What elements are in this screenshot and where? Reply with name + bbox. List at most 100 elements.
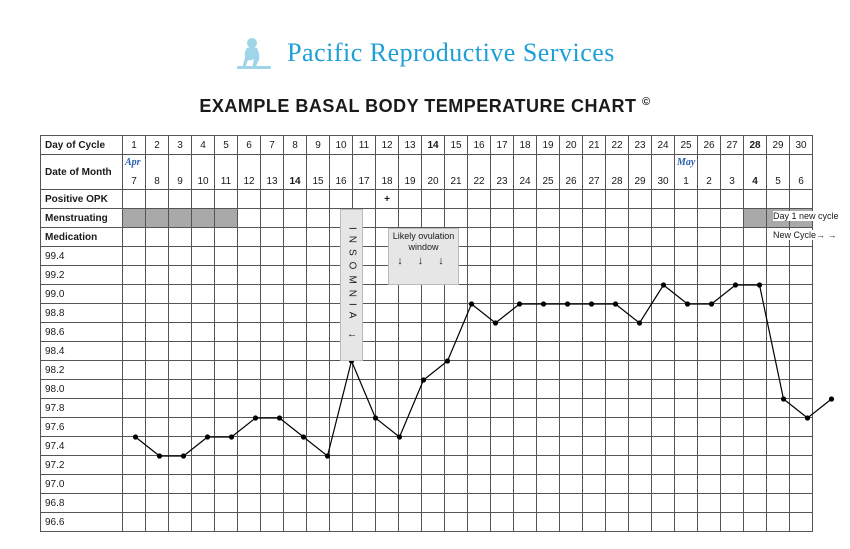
temp-cell — [721, 418, 744, 437]
temp-cell — [123, 323, 146, 342]
day-of-cycle-cell: 19 — [537, 136, 560, 155]
temp-cell — [790, 456, 813, 475]
temp-cell — [606, 494, 629, 513]
temp-cell — [790, 380, 813, 399]
temp-cell — [583, 475, 606, 494]
page-title: EXAMPLE BASAL BODY TEMPERATURE CHART © — [0, 96, 850, 117]
medication-cell — [353, 228, 376, 247]
temp-cell — [146, 247, 169, 266]
temp-cell — [330, 304, 353, 323]
temp-cell — [560, 285, 583, 304]
opk-cell — [767, 190, 790, 209]
temp-cell — [238, 399, 261, 418]
temp-cell — [307, 380, 330, 399]
temp-cell — [192, 399, 215, 418]
day-of-cycle-cell: 16 — [468, 136, 491, 155]
medication-cell — [284, 228, 307, 247]
temp-cell — [652, 475, 675, 494]
temp-cell — [698, 247, 721, 266]
date-of-month-cell: 25 — [537, 155, 560, 190]
temp-cell — [238, 304, 261, 323]
medication-cell — [537, 228, 560, 247]
temp-cell — [192, 266, 215, 285]
temp-cell — [491, 247, 514, 266]
temp-cell — [790, 513, 813, 532]
temp-cell — [238, 380, 261, 399]
opk-cell — [698, 190, 721, 209]
medication-cell — [698, 228, 721, 247]
opk-cell — [445, 190, 468, 209]
temp-cell — [537, 456, 560, 475]
date-of-month-cell: 26 — [560, 155, 583, 190]
temp-cell — [560, 361, 583, 380]
temp-cell — [307, 437, 330, 456]
temp-cell — [238, 475, 261, 494]
temp-cell — [376, 456, 399, 475]
temp-cell — [468, 513, 491, 532]
temp-cell — [445, 247, 468, 266]
temp-cell — [767, 361, 790, 380]
menstruating-cell — [422, 209, 445, 228]
temp-cell — [330, 266, 353, 285]
month-tag: Apr — [125, 157, 141, 168]
temp-cell — [721, 437, 744, 456]
temp-cell — [192, 475, 215, 494]
temp-cell — [330, 437, 353, 456]
temp-cell — [560, 399, 583, 418]
temp-cell — [123, 342, 146, 361]
temp-cell — [284, 418, 307, 437]
opk-cell — [721, 190, 744, 209]
temp-cell — [399, 342, 422, 361]
temp-cell — [767, 399, 790, 418]
opk-cell — [238, 190, 261, 209]
temp-cell — [721, 304, 744, 323]
day-of-cycle-cell: 30 — [790, 136, 813, 155]
medication-cell — [514, 228, 537, 247]
temp-cell — [445, 285, 468, 304]
opk-cell — [606, 190, 629, 209]
temp-cell — [353, 380, 376, 399]
menstruating-cell — [537, 209, 560, 228]
temp-cell — [537, 475, 560, 494]
temp-cell — [215, 418, 238, 437]
temp-cell — [468, 399, 491, 418]
temp-cell — [652, 494, 675, 513]
temp-cell — [583, 456, 606, 475]
temp-cell — [721, 247, 744, 266]
temp-cell — [721, 475, 744, 494]
temp-cell — [514, 361, 537, 380]
temp-cell — [537, 513, 560, 532]
temp-cell — [560, 342, 583, 361]
menstruating-cell — [399, 209, 422, 228]
temp-cell — [767, 323, 790, 342]
temp-cell — [698, 475, 721, 494]
temp-cell — [261, 323, 284, 342]
temp-cell — [675, 361, 698, 380]
temp-cell — [514, 266, 537, 285]
temp-cell — [192, 247, 215, 266]
temp-cell — [537, 437, 560, 456]
medication-cell — [330, 228, 353, 247]
temp-cell — [422, 494, 445, 513]
medication-cell — [606, 228, 629, 247]
temp-cell — [215, 361, 238, 380]
opk-cell — [215, 190, 238, 209]
temp-cell — [238, 361, 261, 380]
temp-cell — [146, 285, 169, 304]
temp-cell — [721, 399, 744, 418]
temp-cell — [491, 266, 514, 285]
temp-cell — [514, 418, 537, 437]
temp-cell — [261, 418, 284, 437]
temp-cell — [284, 399, 307, 418]
temp-cell — [721, 266, 744, 285]
temp-cell — [238, 266, 261, 285]
temp-cell — [261, 494, 284, 513]
temp-cell — [284, 304, 307, 323]
temp-cell — [123, 285, 146, 304]
temp-cell — [445, 399, 468, 418]
menstruating-cell — [514, 209, 537, 228]
temp-cell — [675, 380, 698, 399]
temp-cell — [744, 399, 767, 418]
temp-cell — [537, 418, 560, 437]
temp-cell — [560, 494, 583, 513]
